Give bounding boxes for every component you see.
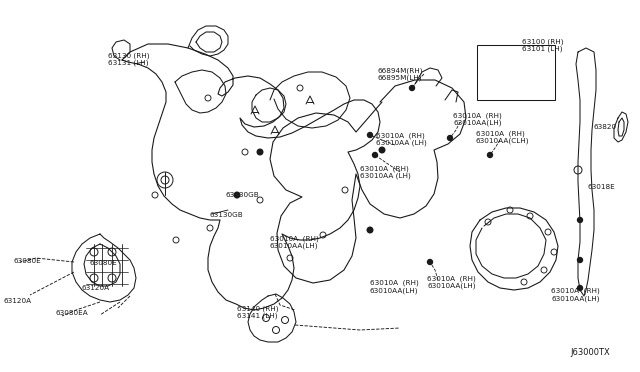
Text: 63018E: 63018E: [587, 184, 615, 190]
Circle shape: [410, 86, 415, 90]
Text: 63080EA: 63080EA: [55, 310, 88, 316]
Text: 63120A: 63120A: [3, 298, 31, 304]
Text: 63010A  (RH)
63010AA (LH): 63010A (RH) 63010AA (LH): [360, 165, 411, 179]
Text: 63010A  (RH)
63010AA(CLH): 63010A (RH) 63010AA(CLH): [476, 130, 529, 144]
Text: 63010A  (RH)
63010AA(LH): 63010A (RH) 63010AA(LH): [453, 112, 502, 126]
Text: 63820: 63820: [593, 124, 616, 130]
Text: 63130 (RH)
63131 (LH): 63130 (RH) 63131 (LH): [108, 52, 150, 66]
Text: 66894M(RH)
66895M(LH): 66894M(RH) 66895M(LH): [378, 67, 424, 81]
Circle shape: [488, 153, 493, 157]
Circle shape: [372, 153, 378, 157]
Text: 63130GB: 63130GB: [225, 192, 259, 198]
Text: 63120A: 63120A: [82, 285, 110, 291]
Text: 63010A  (RH)
63010AA (LH): 63010A (RH) 63010AA (LH): [376, 132, 427, 146]
Text: 63100 (RH)
63101 (LH): 63100 (RH) 63101 (LH): [522, 38, 563, 52]
Text: 63080E: 63080E: [89, 260, 116, 266]
Circle shape: [257, 149, 263, 155]
Circle shape: [428, 260, 433, 264]
Text: 63010A  (RH)
63010AA(LH): 63010A (RH) 63010AA(LH): [551, 288, 600, 302]
Circle shape: [367, 132, 372, 138]
Circle shape: [447, 135, 452, 141]
Circle shape: [367, 227, 372, 233]
Text: 63130GB: 63130GB: [210, 212, 244, 218]
Text: 63010A  (RH)
63010AA(LH): 63010A (RH) 63010AA(LH): [427, 275, 476, 289]
Text: 63010A  (RH)
63010AA(LH): 63010A (RH) 63010AA(LH): [370, 280, 419, 294]
Text: 63010A  (RH)
63010AA(LH): 63010A (RH) 63010AA(LH): [270, 235, 319, 249]
Circle shape: [234, 192, 240, 198]
Circle shape: [379, 147, 385, 153]
Text: 63080E: 63080E: [14, 258, 42, 264]
Circle shape: [577, 218, 582, 222]
Bar: [477, 45, 555, 100]
Text: 63140 (RH)
63141 (LH): 63140 (RH) 63141 (LH): [237, 305, 278, 319]
Text: J63000TX: J63000TX: [570, 348, 610, 357]
Circle shape: [577, 285, 582, 291]
Circle shape: [577, 257, 582, 263]
